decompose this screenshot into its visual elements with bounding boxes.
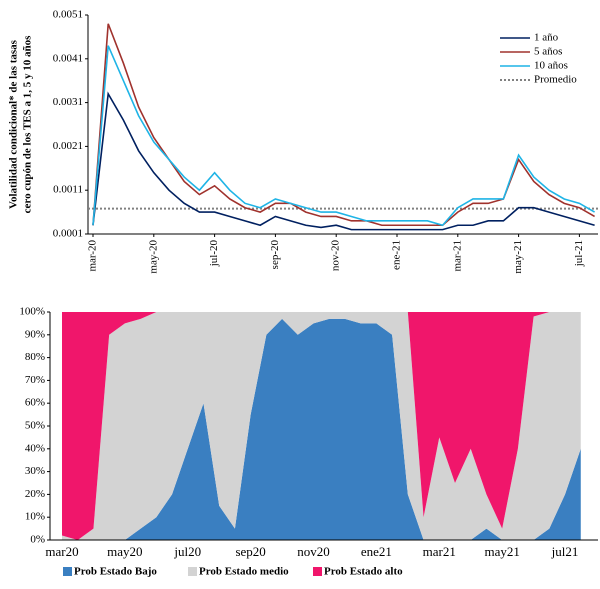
x-tick-label: ene-21: [391, 240, 403, 270]
x-tick-label: jul21: [551, 544, 579, 559]
legend-swatch: [188, 567, 197, 576]
legend-label: Prob Estado alto: [324, 566, 403, 578]
area-band: [62, 312, 581, 540]
legend-swatch: [63, 567, 72, 576]
y-tick-label: 20%: [25, 488, 45, 500]
x-tick-label: nov20: [297, 544, 330, 559]
x-tick-label: ene21: [361, 544, 392, 559]
y-axis-title-line: Volatilidad condicional* de las tasas: [8, 39, 20, 209]
x-tick-label: sep-20: [269, 240, 281, 270]
y-tick-label: 70%: [25, 374, 45, 386]
legend-label: Prob Estado medio: [199, 566, 289, 578]
area-band: [62, 312, 581, 540]
y-tick-label: 0.0031: [53, 96, 83, 108]
y-tick-label: 0.0051: [53, 9, 83, 21]
legend-label: Promedio: [534, 74, 577, 86]
y-tick-label: 0.0011: [53, 184, 83, 196]
x-tick-label: mar-20: [87, 240, 99, 272]
y-tick-label: 0.0021: [53, 140, 83, 152]
y-tick-label: 100%: [19, 306, 45, 318]
x-tick-label: mar-21: [451, 240, 463, 272]
x-tick-label: jul-21: [573, 240, 585, 267]
x-tick-label: sep20: [235, 544, 265, 559]
x-tick-label: mar21: [423, 544, 456, 559]
x-tick-label: may20: [107, 544, 142, 559]
y-tick-label: 0%: [30, 534, 45, 546]
x-tick-label: may-20: [147, 240, 159, 274]
legend-label: 5 años: [534, 46, 562, 58]
area-band: [62, 318, 581, 540]
y-tick-label: 50%: [25, 420, 45, 432]
x-tick-label: jul20: [173, 544, 201, 559]
x-tick-label: may21: [484, 544, 519, 559]
y-tick-label: 90%: [25, 328, 45, 340]
x-tick-label: nov-20: [330, 240, 342, 272]
y-axis-title: Volatilidad condicional* de las tasas cer…: [8, 35, 34, 213]
legend-label: 1 año: [534, 32, 559, 44]
x-tick-label: mar20: [45, 544, 78, 559]
y-tick-label: 60%: [25, 397, 45, 409]
series-line: [92, 23, 595, 227]
y-tick-label: 40%: [25, 442, 45, 454]
series-line: [92, 91, 595, 231]
legend-label: Prob Estado Bajo: [74, 566, 157, 578]
y-tick-label: 10%: [25, 511, 45, 523]
series-line: [92, 45, 595, 227]
y-tick-label: 80%: [25, 351, 45, 363]
x-tick-label: may-21: [512, 240, 524, 274]
y-tick-label: 0.0041: [53, 52, 83, 64]
y-tick-label: 0.0001: [53, 228, 83, 240]
y-axis-title-line: cero cupón de los TES a 1, 5 y 10 años: [22, 35, 34, 213]
x-tick-label: jul-20: [208, 240, 220, 268]
y-tick-label: 30%: [25, 465, 45, 477]
legend-swatch: [313, 567, 322, 576]
legend-label: 10 años: [534, 60, 568, 72]
